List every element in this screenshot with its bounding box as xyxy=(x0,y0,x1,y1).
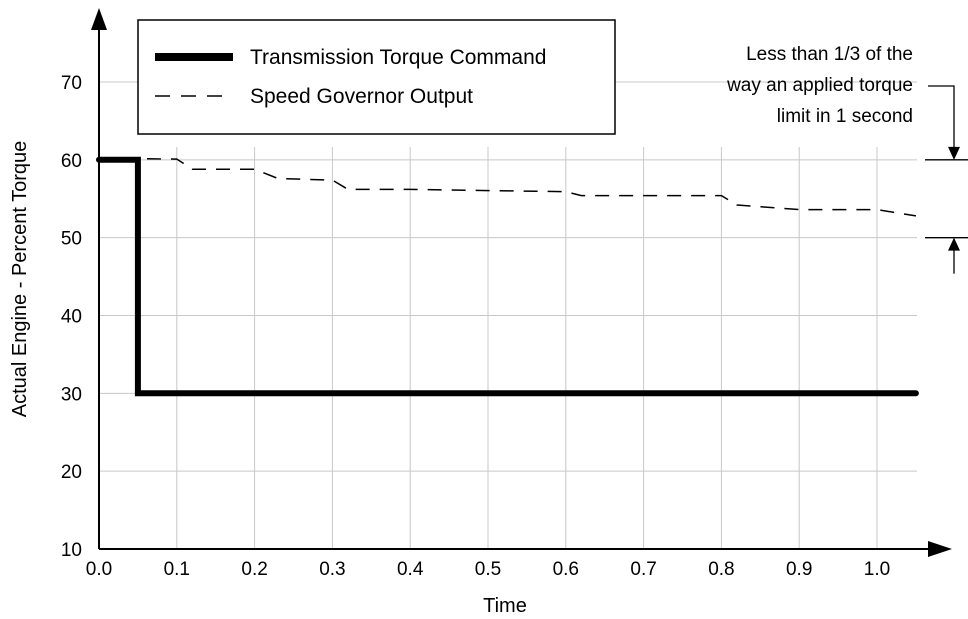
y-tick-label: 70 xyxy=(61,73,82,94)
annotation-line-3: limit in 1 second xyxy=(777,106,913,127)
x-tick-label: 0.1 xyxy=(164,559,190,580)
x-tick-label: 0.8 xyxy=(708,559,734,580)
x-tick-labels: 0.0 0.1 0.2 0.3 0.4 0.5 0.6 0.7 0.8 0.9 1.0 xyxy=(86,559,890,580)
x-tick-label: 0.7 xyxy=(630,559,656,580)
y-tick-label: 30 xyxy=(61,384,82,405)
x-tick-label: 0.4 xyxy=(397,559,424,580)
series-transmission-torque-command xyxy=(96,156,919,397)
x-tick-label: 0.9 xyxy=(786,559,812,580)
series-speed-governor-output xyxy=(98,157,917,217)
annotation-line-2: way an applied torque xyxy=(726,75,913,96)
x-tick-label: 1.0 xyxy=(864,559,890,580)
arrow-up-icon xyxy=(948,237,960,251)
y-tick-label: 10 xyxy=(61,540,82,561)
y-tick-labels: 10 20 30 40 50 60 70 xyxy=(61,73,82,561)
x-tick-label: 0.0 xyxy=(86,559,112,580)
annotation-bracket xyxy=(925,85,968,274)
x-axis-arrow-icon xyxy=(928,541,952,557)
y-tick-label: 50 xyxy=(61,229,82,250)
y-tick-label: 40 xyxy=(61,307,82,328)
x-axis-title: Time xyxy=(483,595,527,617)
x-tick-label: 0.6 xyxy=(553,559,579,580)
legend-box xyxy=(137,19,616,135)
legend: Transmission Torque Command Speed Govern… xyxy=(137,19,616,135)
series-layer xyxy=(96,156,919,397)
legend-label-transmission-torque-command: Transmission Torque Command xyxy=(250,46,546,69)
y-axis-title: Actual Engine - Percent Torque xyxy=(9,141,31,417)
bracket-leader-top xyxy=(928,85,955,148)
x-tick-label: 0.2 xyxy=(241,559,267,580)
x-tick-label: 0.5 xyxy=(475,559,501,580)
x-tick-label: 0.3 xyxy=(319,559,345,580)
annotation-line-1: Less than 1/3 of the xyxy=(746,44,913,65)
annotation: Less than 1/3 of the way an applied torq… xyxy=(726,44,968,274)
y-tick-label: 60 xyxy=(61,151,82,172)
y-axis-arrow-icon xyxy=(91,8,107,30)
arrow-down-icon xyxy=(948,146,960,160)
legend-label-speed-governor-output: Speed Governor Output xyxy=(250,85,473,108)
gridlines xyxy=(99,81,917,549)
y-tick-label: 20 xyxy=(61,462,82,483)
